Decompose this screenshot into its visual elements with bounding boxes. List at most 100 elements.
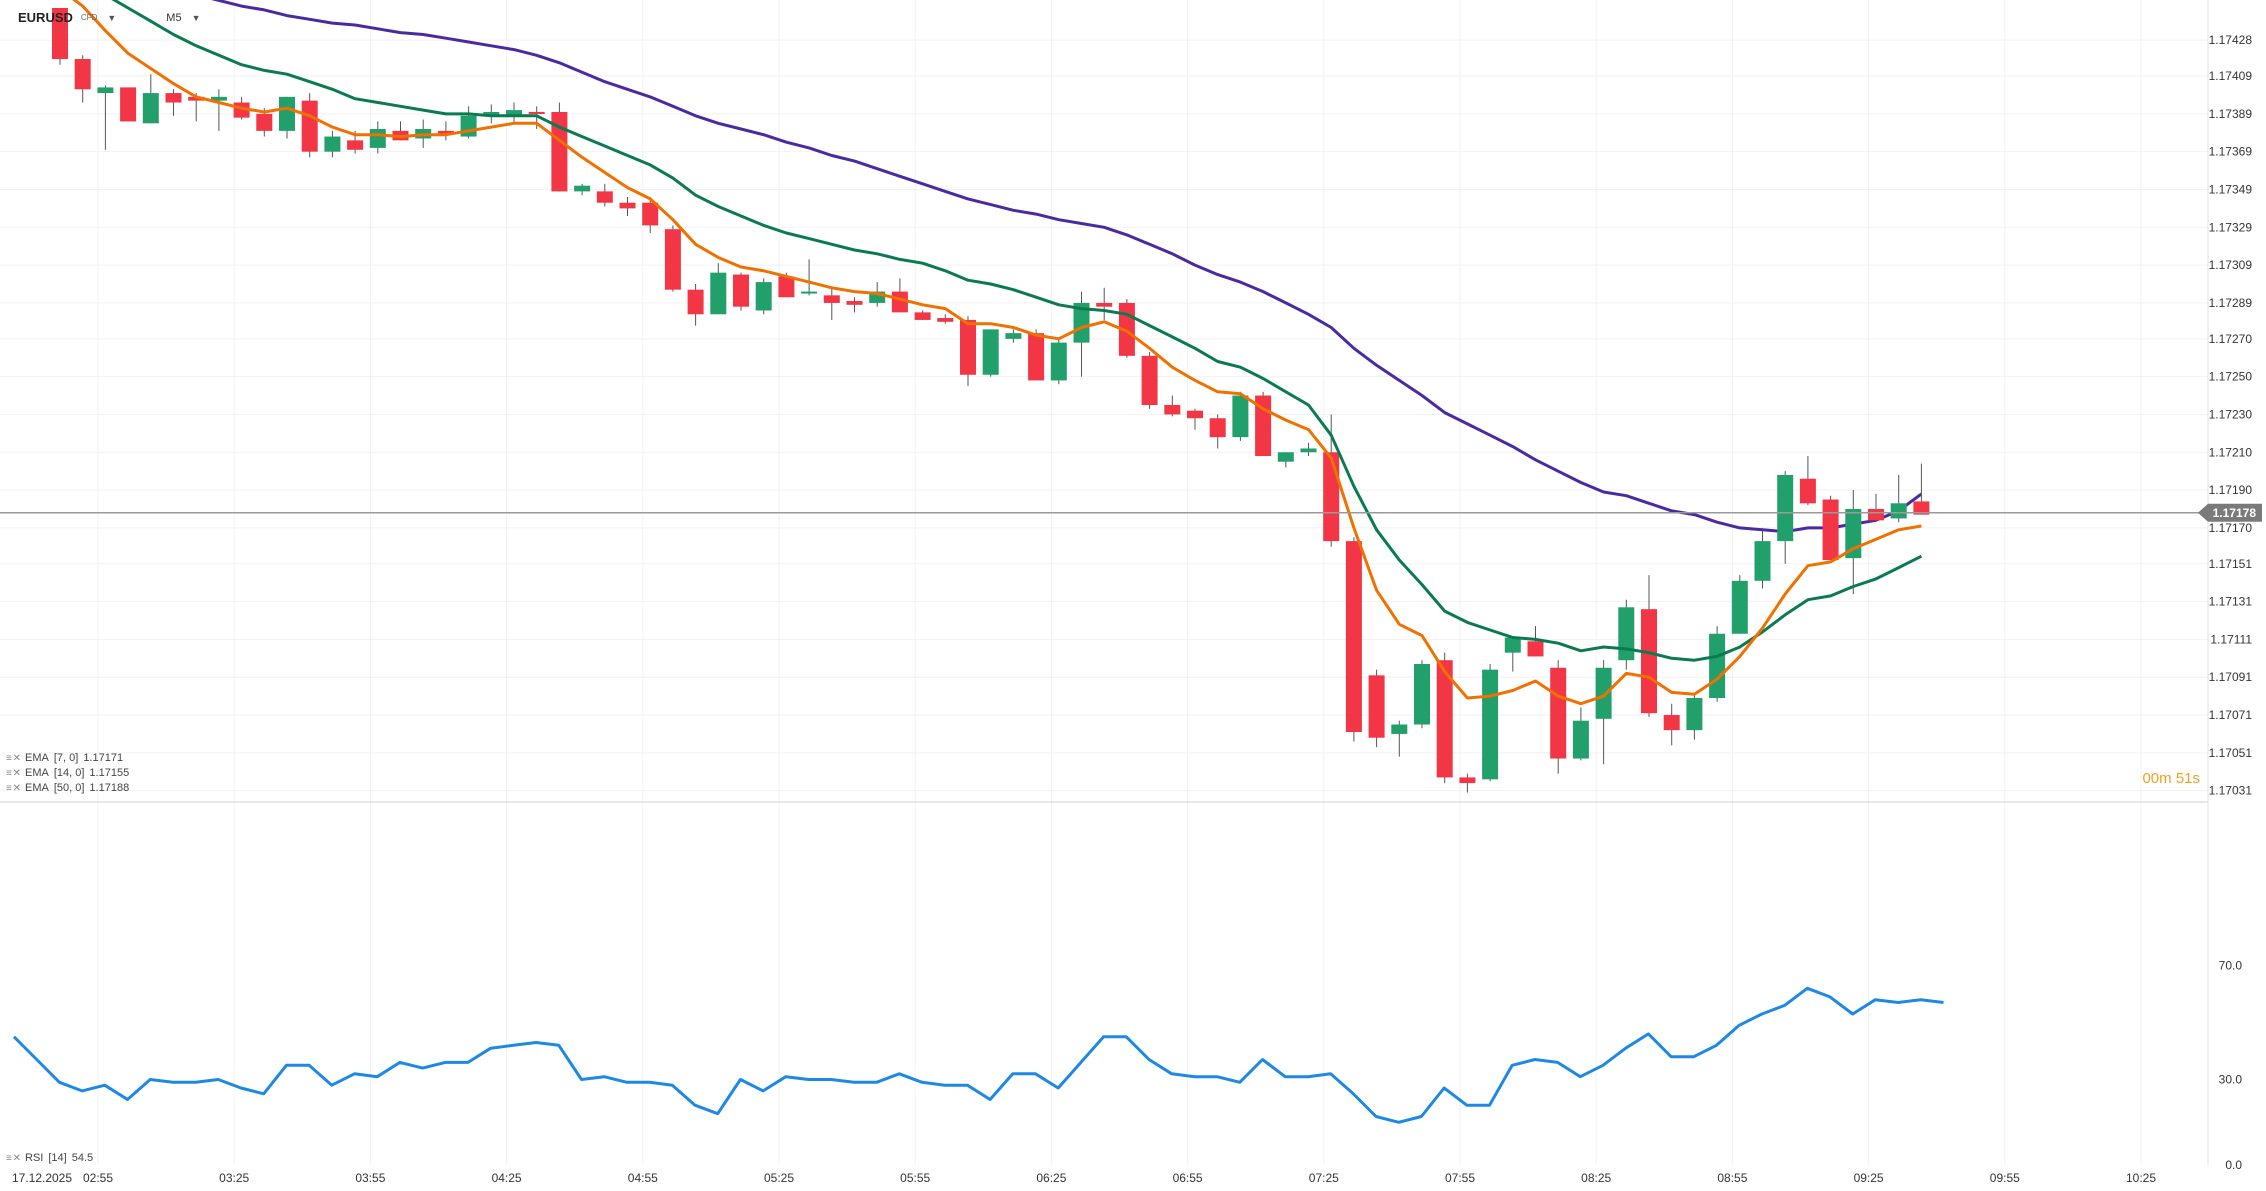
candle-up bbox=[1709, 633, 1726, 699]
candle-up bbox=[483, 111, 500, 116]
indicator-menu-icon[interactable]: ≡ ✕ bbox=[6, 1152, 21, 1164]
indicator-legend-ema7[interactable]: ≡ ✕ EMA [7, 0] 1.17171 bbox=[6, 752, 123, 764]
time-tick-label: 10:25 bbox=[2126, 1171, 2156, 1185]
rsi-tick-label: 0.0 bbox=[2225, 1158, 2242, 1172]
indicator-legend-ema50[interactable]: ≡ ✕ EMA [50, 0] 1.17188 bbox=[6, 782, 129, 794]
price-tick-label: 1.17071 bbox=[2209, 708, 2253, 722]
candle-down bbox=[437, 130, 454, 135]
price-tick-label: 1.17389 bbox=[2209, 107, 2253, 121]
candlestick-series[interactable] bbox=[52, 8, 1930, 793]
candle-down bbox=[733, 274, 749, 307]
candle-down bbox=[1822, 499, 1839, 561]
candle-down bbox=[188, 96, 205, 101]
indicator-legend-rsi[interactable]: ≡ ✕ RSI [14] 54.5 bbox=[6, 1152, 93, 1164]
rsi-panel bbox=[12, 986, 1944, 1124]
indicator-menu-icon[interactable]: ≡ ✕ bbox=[6, 782, 21, 794]
candle-up bbox=[1572, 720, 1589, 759]
candle-down bbox=[347, 140, 364, 150]
indicator-value: 1.17171 bbox=[83, 752, 124, 764]
indicator-params: [14] bbox=[48, 1152, 67, 1164]
candle-up bbox=[1050, 342, 1067, 381]
time-tick-label: 07:55 bbox=[1445, 1171, 1475, 1185]
indicator-label: EMA bbox=[25, 782, 49, 794]
rsi-line bbox=[12, 986, 1944, 1124]
indicator-menu-icon[interactable]: ≡ ✕ bbox=[6, 767, 21, 779]
time-tick-label: 05:25 bbox=[764, 1171, 794, 1185]
current-price-tag bbox=[2198, 503, 2262, 522]
candle-down bbox=[256, 113, 273, 131]
candle-up bbox=[1391, 724, 1408, 734]
price-tick-label: 1.17428 bbox=[2209, 33, 2253, 47]
ema50-line bbox=[211, 0, 1923, 534]
indicator-value: 1.17155 bbox=[89, 767, 130, 779]
candle-up bbox=[574, 185, 591, 192]
candle-down bbox=[1868, 508, 1884, 521]
time-tick-label: 08:25 bbox=[1581, 1171, 1611, 1185]
candle-down bbox=[551, 111, 568, 192]
time-axis[interactable]: 17.12.2025 02:55 03:25 03:55 04:25 04:55 05:25… bbox=[12, 1171, 2156, 1185]
candle-up bbox=[1890, 503, 1907, 519]
indicator-label: EMA bbox=[25, 752, 49, 764]
ema7-line bbox=[72, 0, 1922, 706]
candle-down bbox=[1187, 410, 1203, 419]
candle-up bbox=[1005, 333, 1022, 339]
candle-down bbox=[1096, 302, 1113, 307]
price-axis[interactable]: 1.17428 1.17409 1.17389 1.17369 1.17349 1.173… bbox=[2209, 33, 2253, 1172]
countdown-seconds: 51 bbox=[2175, 770, 2193, 787]
candle-up bbox=[1232, 395, 1249, 438]
time-tick-label: 03:25 bbox=[219, 1171, 249, 1185]
grid-lines bbox=[0, 0, 2209, 1165]
candle-down bbox=[960, 319, 976, 375]
candle-up bbox=[710, 272, 727, 315]
candle-down bbox=[1641, 609, 1657, 714]
candle-down bbox=[687, 289, 704, 315]
rsi-tick-label: 70.0 bbox=[2219, 959, 2243, 973]
candle-up bbox=[1686, 698, 1703, 731]
candle-up bbox=[210, 96, 227, 101]
candle-up bbox=[1482, 669, 1499, 780]
ema14-line bbox=[111, 0, 1923, 662]
candle-up bbox=[369, 128, 386, 148]
price-tick-label: 1.17091 bbox=[2209, 670, 2253, 684]
candle-down bbox=[1799, 478, 1816, 504]
price-tick-label: 1.17409 bbox=[2209, 69, 2253, 83]
candle-down bbox=[301, 100, 318, 152]
timeframe-label[interactable]: M5 bbox=[166, 11, 182, 24]
countdown-minute-unit: m bbox=[2159, 770, 2172, 787]
candle-up bbox=[460, 115, 477, 137]
symbol-label[interactable]: EURUSD bbox=[18, 10, 73, 25]
candle-up bbox=[506, 110, 522, 116]
current-price-line: 1.17178 bbox=[0, 503, 2262, 522]
candle-down bbox=[642, 202, 659, 226]
candle-up bbox=[1414, 663, 1430, 725]
time-tick-label: 03:55 bbox=[355, 1171, 385, 1185]
price-tick-label: 1.17309 bbox=[2209, 258, 2253, 272]
candle-up bbox=[1277, 452, 1294, 462]
candle-down bbox=[1209, 418, 1226, 438]
indicator-menu-icon[interactable]: ≡ ✕ bbox=[6, 752, 21, 764]
price-tick-label: 1.17289 bbox=[2209, 296, 2253, 310]
candle-down bbox=[937, 318, 954, 322]
price-tick-label: 1.17131 bbox=[2209, 595, 2253, 609]
time-tick-label: 05:55 bbox=[900, 1171, 930, 1185]
price-tick-label: 1.17051 bbox=[2209, 746, 2253, 760]
indicator-params: [7, 0] bbox=[53, 752, 79, 764]
candle-down bbox=[165, 93, 182, 103]
candle-down bbox=[1663, 715, 1680, 731]
symbol-dropdown-icon[interactable]: ▼ bbox=[107, 12, 117, 23]
candle-up bbox=[1754, 541, 1771, 581]
time-tick-label: 04:25 bbox=[492, 1171, 522, 1185]
indicator-legend-ema14[interactable]: ≡ ✕ EMA [14, 0] 1.17155 bbox=[6, 767, 129, 779]
indicator-value: 1.17188 bbox=[89, 782, 130, 794]
candle-down bbox=[1436, 660, 1453, 778]
candle-up bbox=[1777, 474, 1794, 542]
candle-down bbox=[846, 301, 863, 305]
candle-up bbox=[1618, 607, 1635, 661]
indicator-params: [50, 0] bbox=[53, 782, 85, 794]
candle-down bbox=[528, 111, 545, 114]
time-tick-label: 09:25 bbox=[1854, 1171, 1884, 1185]
candle-down bbox=[1459, 777, 1476, 784]
candle-up bbox=[869, 291, 886, 303]
timeframe-dropdown-icon[interactable]: ▼ bbox=[191, 12, 201, 23]
